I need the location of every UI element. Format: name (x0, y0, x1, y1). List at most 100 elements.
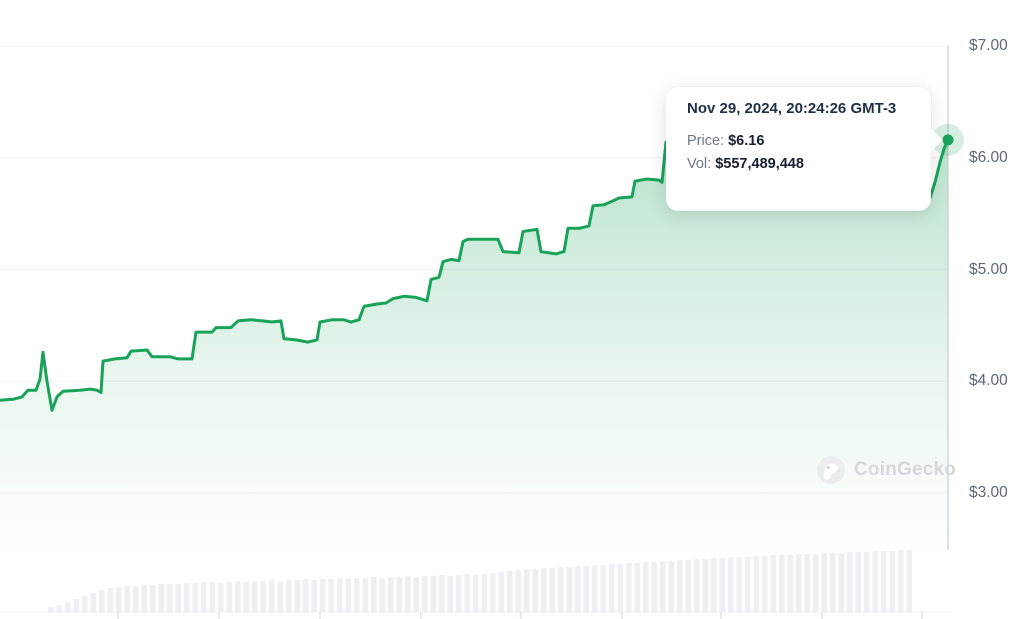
volume-bar (855, 552, 861, 612)
volume-bar (583, 566, 589, 612)
volume-bar (617, 564, 623, 612)
volume-bar (541, 568, 547, 612)
volume-bar (881, 551, 887, 612)
tooltip: Nov 29, 2024, 20:24:26 GMT-3 Price: $6.1… (666, 87, 943, 211)
volume-bar (439, 575, 445, 612)
tooltip-vol-label: Vol: (687, 156, 712, 172)
volume-bar (226, 582, 232, 612)
volume-bar (753, 556, 759, 612)
tooltip-pointer-icon (930, 128, 943, 152)
volume-bar (779, 555, 785, 612)
y-axis-label: $6.00 (969, 148, 1008, 166)
coingecko-text: CoinGecko (854, 459, 957, 480)
tooltip-date: Nov 29, 2024, 20:24:26 GMT-3 (687, 100, 897, 117)
volume-bar (184, 583, 190, 612)
volume-bar (73, 599, 79, 612)
volume-bar (303, 579, 309, 612)
volume-bar (532, 569, 538, 612)
volume-bar (634, 563, 640, 612)
volume-bar (430, 576, 436, 612)
volume-bar (864, 552, 870, 612)
volume-bar (524, 569, 530, 612)
volume-bar (719, 558, 725, 612)
volume-bar (99, 590, 105, 612)
volume-bar (56, 605, 62, 612)
volume-bar (464, 574, 470, 612)
volume-bar (269, 580, 275, 612)
volume-bar (668, 561, 674, 612)
volume-bar (821, 553, 827, 612)
volume-bar (354, 578, 360, 612)
volume-bar (422, 576, 428, 612)
volume-bar (328, 579, 334, 612)
volume-bar (745, 557, 751, 612)
volume-bar (660, 561, 666, 612)
volume-bar (124, 586, 130, 612)
volume-bar (575, 566, 581, 612)
volume-bar (286, 580, 292, 612)
volume-bar (133, 586, 139, 612)
volume-bar (167, 584, 173, 612)
gecko-logo-icon (817, 456, 845, 484)
volume-bar (192, 583, 198, 612)
volume-bar (362, 578, 368, 612)
volume-bar (558, 567, 564, 612)
volume-bar (481, 574, 487, 612)
volume-bar (830, 553, 836, 612)
volume-bar (694, 559, 700, 612)
volume-bar (396, 577, 402, 612)
volume-bar (762, 556, 768, 612)
tooltip-price-value: $6.16 (728, 133, 765, 149)
volume-bar (838, 553, 844, 612)
volume-bar (626, 563, 632, 612)
volume-bar (107, 588, 113, 612)
y-axis-label: $4.00 (969, 372, 1008, 390)
volume-bar (490, 573, 496, 612)
volume-bar (847, 552, 853, 612)
volume-bar (507, 571, 513, 612)
volume-bar (566, 567, 572, 612)
volume-bar (311, 580, 317, 612)
volume-bar (549, 568, 555, 612)
volume-bar (787, 555, 793, 612)
volume-bar (320, 579, 326, 612)
area-fill (0, 139, 948, 556)
tooltip-price-row: Price: $6.16 (687, 133, 911, 149)
volume-bar (872, 551, 878, 612)
volume-bar (600, 565, 606, 612)
y-axis-label: $7.00 (969, 37, 1008, 54)
volume-bar (218, 583, 224, 612)
volume-bar (345, 579, 351, 612)
volume-bar (592, 565, 598, 612)
volume-bar (48, 607, 54, 612)
volume-bar (889, 551, 895, 612)
volume-bar (388, 577, 394, 612)
volume-bar (371, 577, 377, 612)
volume-bar (651, 562, 657, 612)
volume-bar (90, 593, 96, 612)
tooltip-vol-row: Vol: $557,489,448 (687, 156, 911, 172)
volume-bar (702, 559, 708, 612)
volume-bar (813, 554, 819, 612)
volume-bar (456, 575, 462, 612)
volume-bar (277, 581, 283, 612)
volume-bar (898, 550, 904, 612)
volume-bar (473, 575, 479, 612)
volume-bar (175, 584, 181, 612)
volume-bar (260, 581, 266, 612)
tooltip-price-label: Price: (687, 133, 725, 149)
y-axis-label: $3.00 (969, 484, 1008, 501)
volume-bar (243, 582, 249, 612)
y-axis-label: $5.00 (969, 260, 1008, 278)
volume-bar (447, 576, 453, 612)
volume-bar (413, 577, 419, 612)
tooltip-vol-value: $557,489,448 (715, 156, 804, 172)
volume-bar (711, 558, 717, 612)
hover-dot (942, 134, 954, 146)
volume-bar (379, 578, 385, 612)
volume-bar (141, 585, 147, 612)
volume-bar (201, 582, 207, 612)
volume-bar (796, 554, 802, 612)
